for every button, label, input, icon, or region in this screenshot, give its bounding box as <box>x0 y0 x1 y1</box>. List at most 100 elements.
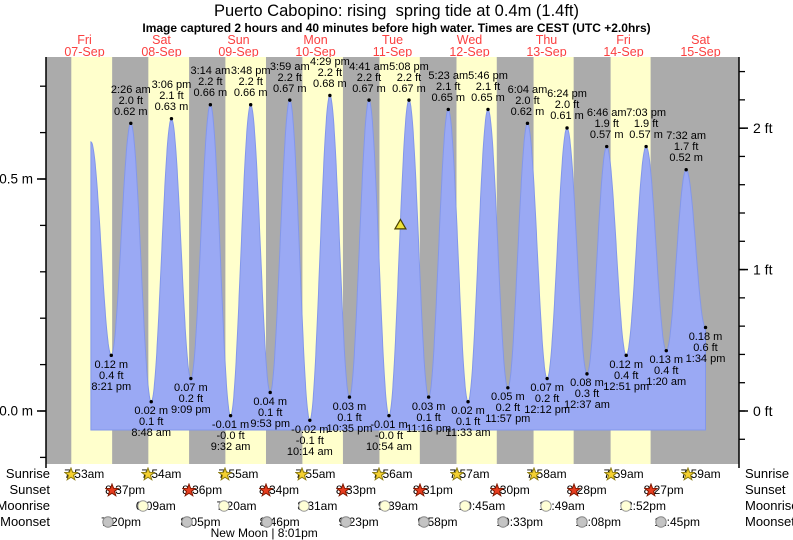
chart-title: Puerto Cabopino: rising spring tide at 0… <box>213 2 580 20</box>
sunset-item: 8:36pm <box>182 483 222 497</box>
tide-annotation-line: -0.01 m <box>370 419 408 432</box>
sunrise-icon <box>64 467 79 481</box>
day-label: Sat 15-Sep <box>680 34 720 59</box>
moonset-icon <box>181 516 194 528</box>
tide-extreme-dot <box>684 168 688 172</box>
moonset-row-label-left: Moonset <box>0 514 50 529</box>
tide-extreme-dot <box>486 107 490 112</box>
moonrise-icon <box>298 500 311 512</box>
tide-extreme-dot <box>367 98 371 102</box>
sunrise-icon <box>680 467 695 481</box>
day-label: Thu 13-Sep <box>526 34 567 59</box>
tide-high-annotation: 6:24 pm 2.0 ft 0.61 m <box>547 89 587 122</box>
day-label: Mon 10-Sep <box>295 34 335 59</box>
sunrise-row-label-right: Sunrise <box>745 466 790 481</box>
tide-annotation-line: -0.0 ft <box>374 430 404 443</box>
day-label: Sun 09-Sep <box>218 33 258 59</box>
moonset-time: 10:33pm <box>496 515 544 529</box>
tide-annotation-line: 2.2 ft <box>198 76 223 89</box>
day-weekday: Sun <box>227 33 250 47</box>
tide-extreme-dot <box>585 372 589 376</box>
tide-low-annotation: 0.04 m 0.1 ft 9:53 pm <box>250 396 290 430</box>
tide-annotation-line: 0.02 m <box>451 405 485 418</box>
tide-annotation-line: 0.65 m <box>471 91 505 104</box>
tide-extreme-dot <box>703 325 708 330</box>
tide-extreme-dot <box>189 376 193 381</box>
moonset-item: 8:05pm <box>180 515 220 529</box>
tide-high-annotation: 2:26 am 2.0 ft 0.62 m <box>110 83 151 118</box>
moonrise-item: 11:49am <box>539 499 585 513</box>
sunrise-item: 7:58am <box>526 467 567 481</box>
tide-high-annotation: 5:46 pm 2.1 ft 0.65 m <box>468 70 508 104</box>
sunrise-row-label-left: Sunrise <box>5 466 50 481</box>
tide-annotation-line: 2.2 ft <box>317 66 343 79</box>
day-date: 13-Sep <box>526 45 567 59</box>
moonset-icon <box>576 516 588 528</box>
tide-annotation-line: 2.2 ft <box>396 71 422 84</box>
tide-high-annotation: 3:14 am 2.2 ft 0.66 m <box>190 66 230 99</box>
sunrise-item: 7:55am <box>218 467 258 481</box>
tide-low-annotation: 0.12 m 0.4 ft 12:51 pm <box>603 359 649 393</box>
tide-annotation-line: 10:35 pm <box>326 422 373 435</box>
right-axis-label: 2 ft <box>753 120 773 136</box>
sunset-icon <box>105 483 120 497</box>
tide-high-annotation: 3:59 am 2.2 ft 0.67 m <box>270 61 310 95</box>
tide-annotation-line: 0.57 m <box>589 129 624 142</box>
sunrise-icon <box>141 467 156 481</box>
tide-extreme-dot <box>466 400 470 404</box>
tide-annotation-line: 2.0 ft <box>515 94 540 107</box>
sunrise-item: 7:59am <box>603 467 644 481</box>
tide-annotation-line: 1.9 ft <box>594 118 619 131</box>
right-axis-label: 1 ft <box>753 262 773 278</box>
tide-annotation-line: 5:08 pm <box>389 60 429 73</box>
moonset-icon <box>497 516 510 528</box>
tide-annotation-line: 0.1 ft <box>138 416 164 429</box>
tide-annotation-line: 6:24 pm <box>547 88 587 101</box>
sunrise-item: 7:56am <box>372 467 412 481</box>
moon-phase-label: New Moon | 8:01pm <box>210 526 318 540</box>
moonrise-icon <box>379 500 391 512</box>
tide-annotation-line: 0.57 m <box>629 129 663 142</box>
tide-annotation-line: 6:46 am <box>586 107 627 120</box>
day-weekday: Fri <box>77 33 92 47</box>
tide-annotation-line: 2.2 ft <box>277 71 302 84</box>
tide-annotation-line: 0.05 m <box>491 391 525 404</box>
moonset-icon <box>102 516 114 528</box>
tide-extreme-dot <box>387 413 391 418</box>
tide-high-annotation: 6:04 am 2.0 ft 0.62 m <box>507 83 548 118</box>
tide-annotation-line: 10:14 am <box>286 445 333 458</box>
sunset-row-label-left: Sunset <box>9 482 50 497</box>
tide-extreme-dot <box>605 144 609 149</box>
sunrise-icon <box>218 467 233 481</box>
left-axis-label: 0.5 m <box>0 172 33 187</box>
tide-annotation-line: 9:09 pm <box>170 404 211 417</box>
tide-annotation-line: 0.2 ft <box>178 393 204 406</box>
tide-high-annotation: 3:06 pm 2.1 ft 0.63 m <box>152 80 192 113</box>
moonrise-icon <box>379 500 391 512</box>
sunrise-icon <box>526 467 541 481</box>
tide-annotation-line: 0.62 m <box>510 105 545 118</box>
day-date: 11-Sep <box>372 45 413 59</box>
tide-annotation-line: 6:04 am <box>507 83 548 96</box>
tide-extreme-dot <box>149 400 153 404</box>
tide-annotation-line: 2.2 ft <box>238 76 263 89</box>
moonset-item: 9:23pm <box>339 515 379 529</box>
tide-annotation-line: 0.68 m <box>313 77 347 90</box>
tide-low-annotation: 0.18 m 0.6 ft 1:34 pm <box>685 331 726 365</box>
tide-annotation-line: 2:26 am <box>110 83 151 96</box>
sunrise-icon <box>603 467 618 481</box>
sunrise-icon <box>603 467 618 481</box>
tide-annotation-line: 1.9 ft <box>633 118 659 131</box>
tide-high-annotation: 5:08 pm 2.2 ft 0.67 m <box>389 60 429 95</box>
moonrise-item: 10:45am <box>458 499 505 513</box>
tide-annotation-line: 0.3 ft <box>574 388 600 401</box>
tide-annotation-line: 1:34 pm <box>685 352 726 365</box>
day-label: Fri 14-Sep <box>603 34 643 59</box>
tide-low-annotation: 0.08 m 0.3 ft 12:37 am <box>564 378 610 411</box>
right-axis-label: 0 ft <box>753 403 773 419</box>
tide-annotation-line: 8:48 am <box>131 427 172 440</box>
tide-annotation-line: 2.0 ft <box>118 94 144 107</box>
tide-annotation-line: 11:57 pm <box>485 413 531 426</box>
tide-annotation-line: 0.2 ft <box>534 393 560 406</box>
